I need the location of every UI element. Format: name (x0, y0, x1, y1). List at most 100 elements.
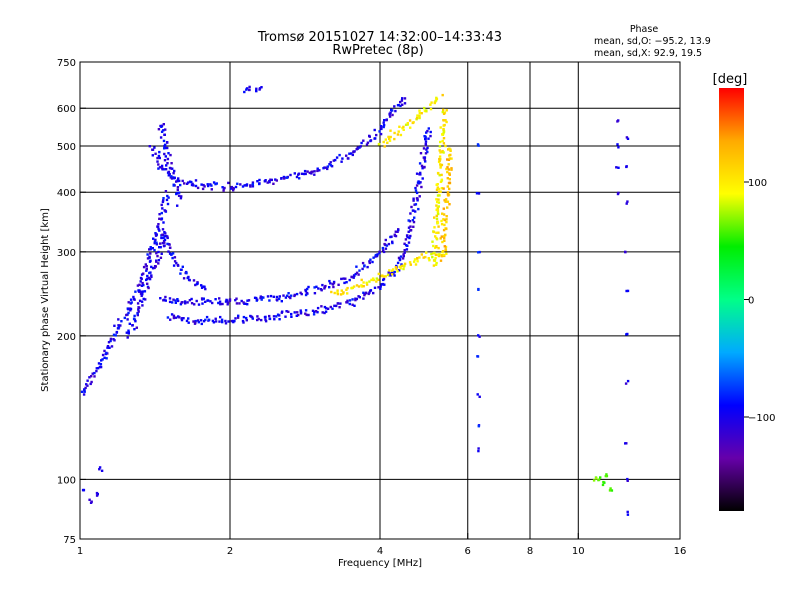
data-point (181, 301, 184, 304)
data-point (345, 288, 348, 291)
data-point (158, 150, 161, 154)
data-point (424, 152, 428, 155)
data-point (445, 218, 448, 221)
data-point (161, 228, 165, 231)
data-point (442, 207, 445, 210)
data-point (477, 425, 480, 428)
data-point (109, 339, 112, 343)
data-point (105, 351, 108, 355)
data-point (297, 173, 300, 176)
data-point (260, 86, 263, 89)
data-point (126, 336, 129, 339)
data-point (626, 510, 629, 514)
data-point (117, 324, 120, 327)
data-point (435, 204, 438, 207)
data-point (436, 206, 439, 210)
data-point (599, 476, 602, 479)
data-point (626, 289, 630, 293)
data-point (247, 88, 251, 92)
data-point (158, 156, 161, 160)
data-point (132, 295, 135, 299)
data-point (378, 130, 381, 133)
data-point (398, 258, 402, 262)
data-point (442, 124, 445, 127)
data-point (424, 140, 428, 143)
data-point (166, 157, 170, 161)
data-point (155, 241, 158, 244)
data-point (125, 313, 128, 317)
data-point (389, 111, 392, 114)
data-point (406, 122, 409, 125)
data-point (221, 320, 224, 324)
data-point (155, 243, 159, 246)
data-point (423, 106, 426, 110)
data-point (224, 319, 227, 323)
data-point (136, 312, 139, 315)
data-point (170, 253, 173, 256)
plot-area: 1 2 4 6 8 10 16 75 100 200 300 400 500 600 750 (57, 58, 686, 557)
data-point (354, 298, 357, 302)
data-point (235, 297, 238, 300)
data-point (362, 139, 365, 142)
data-point (289, 296, 292, 300)
data-point (328, 163, 331, 166)
data-point (146, 257, 150, 260)
data-point (379, 287, 382, 290)
data-point (392, 268, 395, 271)
data-point (180, 195, 183, 198)
data-point (176, 298, 179, 301)
data-point (275, 295, 279, 299)
data-point (366, 141, 370, 144)
data-point (112, 338, 115, 341)
data-point (173, 260, 177, 263)
data-point (169, 167, 172, 170)
data-point (215, 182, 218, 185)
data-point (478, 395, 481, 398)
data-point (406, 235, 409, 239)
data-point (354, 297, 357, 300)
data-point (326, 307, 330, 310)
data-point (164, 299, 167, 302)
data-point (139, 292, 143, 295)
data-point (234, 317, 237, 320)
data-point (409, 225, 412, 228)
data-point (285, 294, 289, 297)
data-point (445, 227, 448, 230)
data-point (341, 157, 344, 160)
data-point (282, 294, 285, 297)
data-point (445, 120, 448, 124)
colorbar-tick-label: 100 (748, 178, 767, 189)
data-point (159, 246, 162, 249)
data-point (373, 128, 376, 132)
data-point (157, 227, 160, 231)
data-point (416, 257, 419, 260)
data-point (439, 163, 442, 166)
data-point (437, 201, 441, 204)
data-point (329, 161, 332, 164)
data-point (106, 346, 109, 349)
data-point (243, 302, 246, 305)
data-point (166, 162, 169, 165)
data-point (427, 137, 430, 140)
data-point (403, 97, 407, 100)
data-point (476, 393, 479, 396)
data-point (137, 308, 140, 311)
data-point (394, 266, 398, 269)
data-point (326, 165, 329, 168)
data-point (601, 483, 605, 487)
data-point (177, 177, 180, 180)
data-point (421, 167, 424, 170)
data-point (286, 176, 289, 179)
data-point (401, 97, 404, 100)
data-point (442, 142, 446, 145)
data-point (185, 271, 188, 275)
data-point (90, 380, 93, 384)
data-point (162, 244, 166, 248)
data-point (443, 245, 446, 248)
data-point (393, 131, 396, 135)
y-tick-label: 75 (63, 535, 76, 546)
data-point (415, 172, 419, 175)
data-point (157, 128, 161, 131)
chart-subtitle: RwPretec (8p) (332, 43, 423, 58)
data-point (381, 246, 385, 250)
